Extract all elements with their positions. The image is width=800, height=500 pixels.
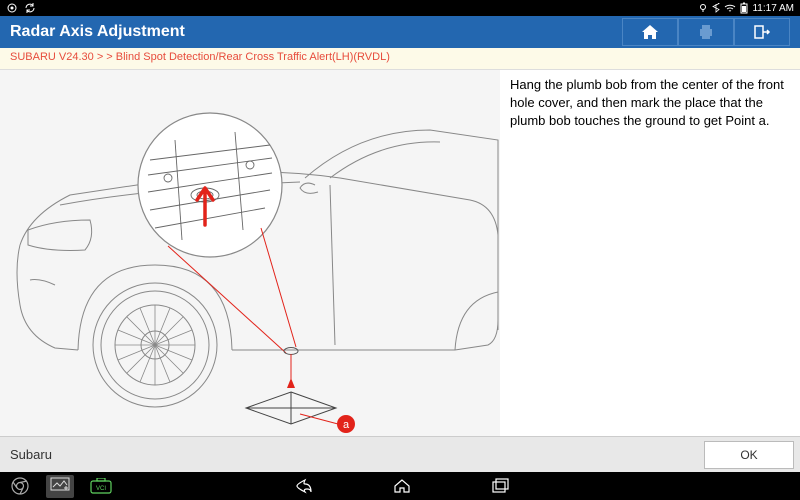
home-button[interactable] <box>622 18 678 46</box>
car-diagram: a <box>0 70 500 436</box>
back-button[interactable] <box>293 478 313 494</box>
status-right-icons: 11:17 AM <box>698 2 794 14</box>
wifi-icon <box>724 3 736 13</box>
recents-button[interactable] <box>491 478 509 494</box>
ok-button-label: OK <box>740 448 757 462</box>
status-left-icons <box>6 2 36 14</box>
app-title-bar: Radar Axis Adjustment <box>0 16 800 48</box>
page-title: Radar Axis Adjustment <box>10 23 622 41</box>
svg-text:VCI: VCI <box>96 486 106 492</box>
point-label: a <box>343 419 350 431</box>
screenshot-icon <box>6 2 18 14</box>
home-nav-button[interactable] <box>393 478 411 494</box>
print-button[interactable] <box>678 18 734 46</box>
title-button-group <box>622 18 790 46</box>
android-nav-bar: VCI <box>0 472 800 500</box>
breadcrumb-text: SUBARU V24.30 > > Blind Spot Detection/R… <box>10 51 390 63</box>
battery-icon <box>740 2 748 14</box>
ok-button[interactable]: OK <box>704 441 794 469</box>
nav-center-buttons <box>112 478 690 494</box>
instruction-panel: Hang the plumb bob from the center of th… <box>500 70 800 436</box>
instruction-text: Hang the plumb bob from the center of th… <box>510 77 784 128</box>
nav-left-icons: VCI <box>10 475 112 498</box>
breadcrumb: SUBARU V24.30 > > Blind Spot Detection/R… <box>0 48 800 70</box>
bluetooth-icon <box>712 3 720 13</box>
home-icon <box>641 24 659 40</box>
print-icon <box>697 24 715 40</box>
diagram-panel: a <box>0 70 500 436</box>
exit-button[interactable] <box>734 18 790 46</box>
chrome-icon[interactable] <box>10 476 30 496</box>
vci-icon[interactable]: VCI <box>90 478 112 494</box>
sync-icon <box>24 2 36 14</box>
exit-icon <box>753 24 771 40</box>
gallery-icon[interactable] <box>46 475 74 498</box>
android-status-bar: 11:17 AM <box>0 0 800 16</box>
status-time: 11:17 AM <box>752 3 794 14</box>
footer-label: Subaru <box>6 447 52 462</box>
location-icon <box>698 3 708 13</box>
footer-bar: Subaru OK <box>0 436 800 472</box>
main-content: a Hang the plumb bob from the center of … <box>0 70 800 436</box>
